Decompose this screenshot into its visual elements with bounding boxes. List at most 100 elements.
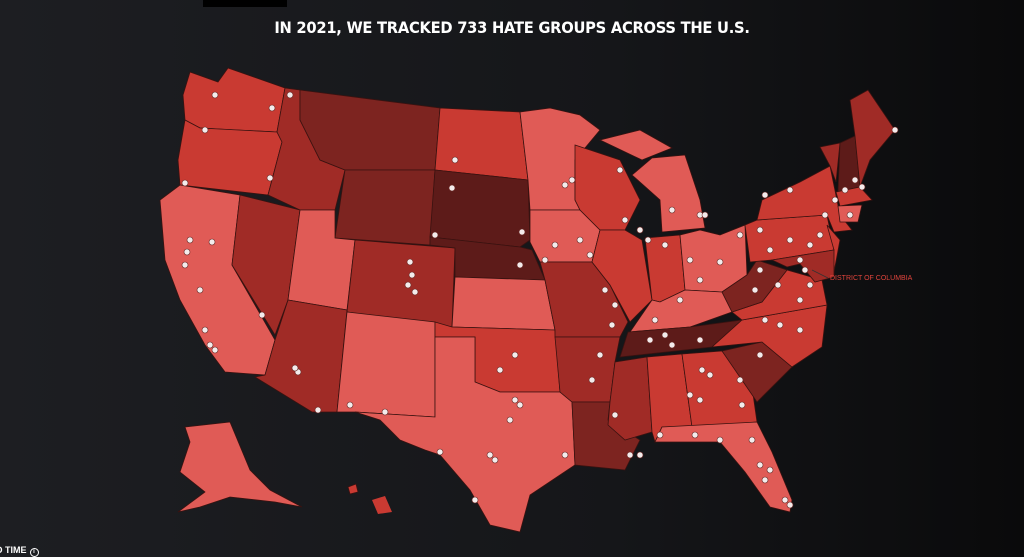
hate-group-marker[interactable] [611,301,619,309]
hate-group-marker[interactable] [851,176,859,184]
hate-group-marker[interactable] [551,241,559,249]
state-miu[interactable] [598,129,673,161]
hate-group-marker[interactable] [761,316,769,324]
state-sd[interactable] [429,169,531,248]
hate-group-marker[interactable] [208,238,216,246]
hate-group-marker[interactable] [471,496,479,504]
state-nv[interactable] [231,194,301,336]
hate-group-marker[interactable] [698,366,706,374]
hate-group-marker[interactable] [696,336,704,344]
hate-group-marker[interactable] [801,266,809,274]
hate-group-marker[interactable] [661,241,669,249]
hate-group-marker[interactable] [781,496,789,504]
hate-group-marker[interactable] [258,311,266,319]
state-hi-island[interactable] [372,496,392,514]
hate-group-marker[interactable] [621,216,629,224]
hate-group-marker[interactable] [541,256,549,264]
hate-group-marker[interactable] [831,196,839,204]
hate-group-marker[interactable] [796,256,804,264]
hate-group-marker[interactable] [706,371,714,379]
hate-group-marker[interactable] [196,286,204,294]
hate-group-marker[interactable] [406,258,414,266]
hate-group-marker[interactable] [516,261,524,269]
hate-group-marker[interactable] [748,436,756,444]
hate-group-marker[interactable] [656,431,664,439]
state-or[interactable] [177,119,283,196]
hate-group-marker[interactable] [668,341,676,349]
state-mt[interactable] [299,89,441,171]
hate-group-marker[interactable] [806,281,814,289]
hate-group-marker[interactable] [821,211,829,219]
hate-group-marker[interactable] [786,501,794,509]
hate-group-marker[interactable] [716,258,724,266]
state-ak[interactable] [177,421,303,513]
hate-group-marker[interactable] [841,186,849,194]
hate-group-marker[interactable] [268,104,276,112]
hate-group-marker[interactable] [858,183,866,191]
hate-group-marker[interactable] [181,261,189,269]
hate-group-marker[interactable] [786,236,794,244]
hate-group-marker[interactable] [756,351,764,359]
hate-group-marker[interactable] [776,321,784,329]
hate-group-marker[interactable] [506,416,514,424]
hate-group-marker[interactable] [518,228,526,236]
hate-group-marker[interactable] [626,451,634,459]
hate-group-marker[interactable] [431,231,439,239]
hate-group-marker[interactable] [491,456,499,464]
hate-group-marker[interactable] [846,211,854,219]
hate-group-marker[interactable] [561,451,569,459]
hate-group-marker[interactable] [286,91,294,99]
hate-group-marker[interactable] [206,341,214,349]
hate-group-marker[interactable] [696,276,704,284]
hate-group-marker[interactable] [751,286,759,294]
hate-group-marker[interactable] [186,236,194,244]
state-ar[interactable] [554,336,621,403]
hate-group-marker[interactable] [211,91,219,99]
hate-group-marker[interactable] [774,281,782,289]
hate-group-marker[interactable] [511,351,519,359]
hate-group-marker[interactable] [686,391,694,399]
hate-group-marker[interactable] [436,448,444,456]
state-nm[interactable] [336,311,436,418]
hate-group-marker[interactable] [568,176,576,184]
hate-group-marker[interactable] [806,241,814,249]
state-il[interactable] [591,229,653,323]
state-ms[interactable] [607,356,653,441]
hate-group-marker[interactable] [646,336,654,344]
state-wy[interactable] [334,169,436,246]
hate-group-marker[interactable] [761,476,769,484]
hate-group-marker[interactable] [616,166,624,174]
state-ks[interactable] [451,276,556,331]
hate-group-marker[interactable] [314,406,322,414]
hate-group-marker[interactable] [756,266,764,274]
hate-group-marker[interactable] [696,396,704,404]
hate-group-marker[interactable] [448,184,456,192]
hate-group-marker[interactable] [766,466,774,474]
state-wa[interactable] [182,67,286,133]
hate-group-marker[interactable] [736,231,744,239]
state-hi[interactable] [347,483,359,495]
hate-group-marker[interactable] [816,231,824,239]
hate-group-marker[interactable] [676,296,684,304]
hate-group-marker[interactable] [404,281,412,289]
hate-group-marker[interactable] [891,126,899,134]
state-nd[interactable] [434,107,529,181]
hate-group-marker[interactable] [381,408,389,416]
hate-group-marker[interactable] [601,286,609,294]
hate-group-marker[interactable] [511,396,519,404]
hate-group-marker[interactable] [586,251,594,259]
state-tx[interactable] [354,336,576,533]
hate-group-marker[interactable] [756,226,764,234]
hate-group-marker[interactable] [588,376,596,384]
hate-group-marker[interactable] [636,226,644,234]
hate-group-marker[interactable] [691,431,699,439]
hate-group-marker[interactable] [611,411,619,419]
hate-group-marker[interactable] [201,126,209,134]
hate-group-marker[interactable] [661,331,669,339]
hate-group-marker[interactable] [486,451,494,459]
hate-group-marker[interactable] [796,296,804,304]
hate-group-marker[interactable] [716,436,724,444]
hate-group-marker[interactable] [651,316,659,324]
hate-group-marker[interactable] [346,401,354,409]
